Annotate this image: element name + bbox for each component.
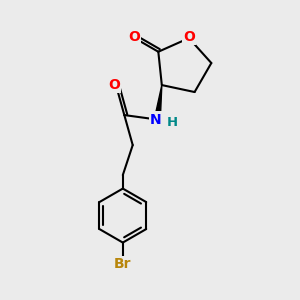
Text: N: N: [150, 112, 162, 127]
Text: Br: Br: [114, 257, 132, 271]
Polygon shape: [154, 85, 162, 120]
Text: H: H: [167, 116, 178, 129]
Text: O: O: [109, 78, 120, 92]
Text: O: O: [128, 31, 140, 44]
Text: O: O: [183, 30, 195, 44]
